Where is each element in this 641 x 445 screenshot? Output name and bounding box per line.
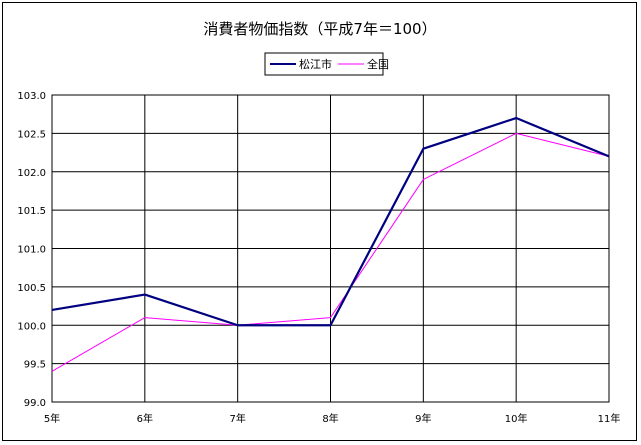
y-tick-label: 102.5 (17, 129, 46, 140)
chart-title: 消費者物価指数（平成7年＝100） (203, 20, 436, 38)
legend-label-national: 全国 (367, 57, 389, 71)
x-tick-label: 9年 (415, 412, 431, 425)
y-tick-label: 100.0 (17, 321, 46, 332)
y-tick-label: 100.5 (17, 283, 46, 294)
x-tick-label: 5年 (44, 412, 60, 425)
y-tick-label: 101.0 (17, 245, 46, 256)
legend: 松江市 全国 (264, 52, 389, 76)
legend-box (264, 52, 384, 76)
x-tick-label: 6年 (137, 412, 153, 425)
plot-border (51, 94, 610, 403)
y-tick-label: 102.0 (17, 168, 46, 179)
legend-label-matsue: 松江市 (299, 57, 332, 71)
plot-area: 99.0 99.5 100.0 100.5 101.0 101.5 102.0 102.5 10… (17, 91, 620, 425)
y-tick-label: 103.0 (17, 91, 46, 102)
y-tick-label: 99.0 (24, 398, 46, 409)
y-tick-label: 101.5 (17, 206, 46, 217)
series-line-national (51, 132, 610, 372)
x-tick-label: 11年 (598, 412, 621, 425)
y-tick-label: 99.5 (24, 360, 46, 371)
x-tick-label: 8年 (322, 412, 338, 425)
x-tick-label: 10年 (505, 412, 528, 425)
x-tick-label: 7年 (229, 412, 245, 425)
series-line-matsue (51, 116, 610, 327)
